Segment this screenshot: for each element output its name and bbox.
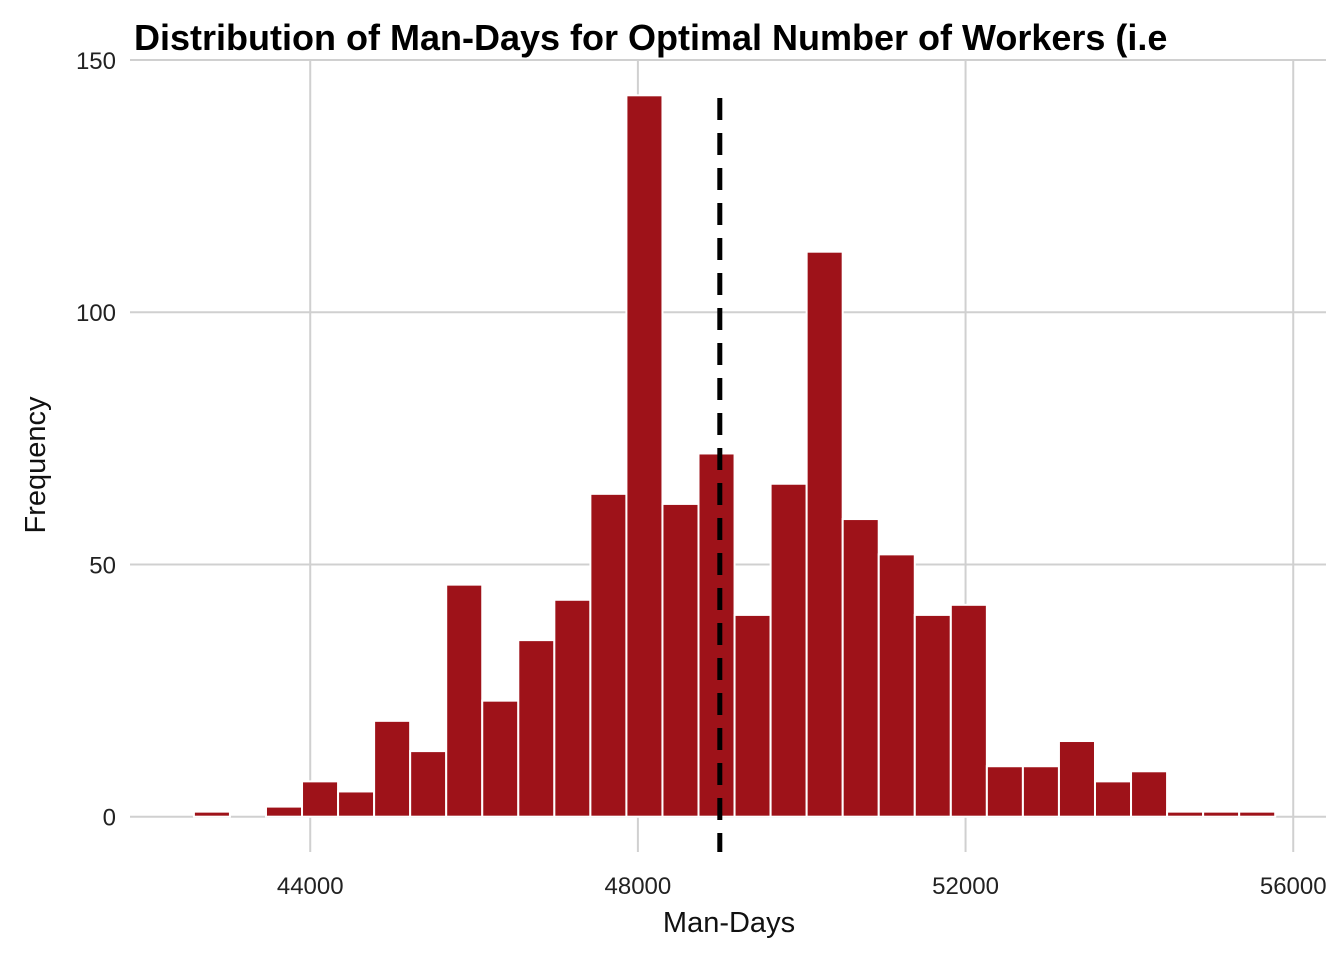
x-tick-label: 48000 <box>605 873 672 900</box>
chart-title: Distribution of Man-Days for Optimal Num… <box>134 17 1167 58</box>
histogram-bar <box>841 518 880 818</box>
histogram-bar <box>373 719 412 818</box>
y-tick-label: 100 <box>76 300 116 327</box>
histogram-bar <box>481 699 520 818</box>
y-tick-label: 150 <box>76 48 116 75</box>
y-tick-label: 0 <box>103 805 116 832</box>
histogram-bar <box>625 94 664 818</box>
histogram-bar <box>301 780 340 818</box>
histogram-bar <box>805 250 844 818</box>
y-axis-ticks: 0 50 100 150 <box>76 48 116 832</box>
y-axis-title: Frequency <box>20 396 52 534</box>
histogram-bar <box>913 613 952 818</box>
histogram-bar <box>661 502 700 818</box>
histogram-bar <box>517 639 556 818</box>
histogram-bar <box>192 810 231 818</box>
histogram-bar <box>589 492 628 818</box>
x-tick-label: 44000 <box>277 873 344 900</box>
histogram-bar <box>949 603 988 818</box>
histogram-bar <box>877 553 916 818</box>
histogram-bar <box>445 583 484 818</box>
histogram-bar <box>1130 770 1169 818</box>
histogram-bar <box>733 613 772 818</box>
x-tick-label: 52000 <box>932 873 999 900</box>
histogram-bar <box>553 598 592 818</box>
histogram-bar <box>985 765 1024 818</box>
histogram-bar <box>264 805 304 818</box>
histogram-bar <box>1238 810 1277 818</box>
histogram-bar <box>1202 810 1241 818</box>
histogram-bar <box>697 452 736 818</box>
histogram-bar <box>1093 780 1133 818</box>
y-tick-label: 50 <box>89 552 116 579</box>
histogram-bar <box>337 790 376 818</box>
x-axis-title: Man-Days <box>663 907 795 939</box>
histogram-bar <box>769 482 808 818</box>
x-axis-ticks: 44000 48000 52000 56000 <box>277 873 1327 900</box>
histogram-bar <box>409 750 448 818</box>
histogram-bar <box>1021 765 1060 818</box>
x-tick-label: 56000 <box>1260 873 1327 900</box>
histogram-bar <box>1166 810 1205 818</box>
histogram-bars <box>192 94 1277 818</box>
histogram-bar <box>1057 740 1096 818</box>
